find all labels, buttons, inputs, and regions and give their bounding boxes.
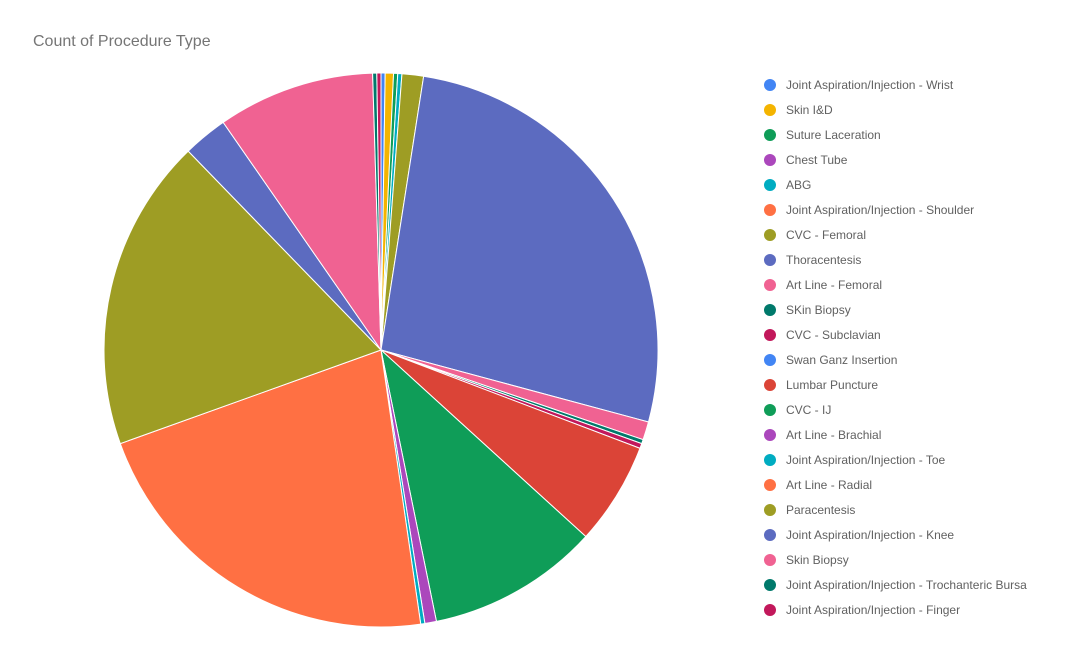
pie-slice[interactable] — [380, 348, 587, 622]
legend-swatch — [764, 228, 776, 241]
legend-item[interactable]: CVC - Subclavian — [764, 322, 1027, 347]
legend-label: Joint Aspiration/Injection - Trochanteri… — [786, 577, 1027, 592]
legend-swatch — [764, 503, 776, 516]
legend-item[interactable]: Joint Aspiration/Injection - Shoulder — [764, 197, 1027, 222]
pie-slice[interactable] — [222, 72, 382, 352]
legend-label: CVC - Subclavian — [786, 327, 881, 342]
legend-item[interactable]: Skin Biopsy — [764, 547, 1027, 572]
legend-label: Joint Aspiration/Injection - Shoulder — [786, 202, 975, 217]
legend-item[interactable]: CVC - IJ — [764, 397, 1027, 422]
pie-slice[interactable] — [103, 150, 382, 445]
pie-slice[interactable] — [376, 72, 382, 351]
legend-label: CVC - IJ — [786, 402, 832, 417]
legend-label: Lumbar Puncture — [786, 377, 879, 392]
legend-label: Paracentesis — [786, 502, 856, 517]
legend-label: Swan Ganz Insertion — [786, 352, 898, 367]
legend-swatch — [764, 203, 776, 216]
legend-swatch — [764, 428, 776, 441]
legend-swatch — [764, 403, 776, 416]
legend-item[interactable]: Joint Aspiration/Injection - Finger — [764, 597, 1027, 622]
legend-swatch — [764, 253, 776, 266]
legend-swatch — [764, 553, 776, 566]
legend-label: Art Line - Radial — [786, 477, 873, 492]
legend-item[interactable]: Art Line - Radial — [764, 472, 1027, 497]
legend-label: Joint Aspiration/Injection - Knee — [786, 527, 955, 542]
legend-label: Joint Aspiration/Injection - Toe — [786, 452, 946, 467]
legend-item[interactable]: ABG — [764, 172, 1027, 197]
legend-swatch — [764, 278, 776, 291]
legend-label: Thoracentesis — [786, 252, 862, 267]
legend-item[interactable]: Skin I&D — [764, 97, 1027, 122]
legend-label: Art Line - Brachial — [786, 427, 882, 442]
legend-item[interactable]: Joint Aspiration/Injection - Knee — [764, 522, 1027, 547]
legend-swatch — [764, 178, 776, 191]
legend-item[interactable]: Suture Laceration — [764, 122, 1027, 147]
legend-label: CVC - Femoral — [786, 227, 867, 242]
legend-swatch — [764, 478, 776, 491]
legend-item[interactable]: Swan Ganz Insertion — [764, 347, 1027, 372]
legend-label: ABG — [786, 177, 812, 192]
legend-swatch — [764, 328, 776, 341]
legend-swatch — [764, 528, 776, 541]
legend-swatch — [764, 303, 776, 316]
legend-label: Joint Aspiration/Injection - Wrist — [786, 77, 954, 92]
legend-label: Skin I&D — [786, 102, 833, 117]
legend-item[interactable]: Joint Aspiration/Injection - Wrist — [764, 72, 1027, 97]
legend-swatch — [764, 78, 776, 91]
legend-swatch — [764, 378, 776, 391]
pie-slice[interactable] — [119, 349, 422, 628]
legend-label: Chest Tube — [786, 152, 848, 167]
legend-label: Art Line - Femoral — [786, 277, 883, 292]
legend-item[interactable]: SKin Biopsy — [764, 297, 1027, 322]
legend-item[interactable]: Lumbar Puncture — [764, 372, 1027, 397]
legend: Joint Aspiration/Injection - Wrist Skin I… — [764, 72, 1027, 622]
legend-swatch — [764, 103, 776, 116]
legend-item[interactable]: Art Line - Femoral — [764, 272, 1027, 297]
legend-item[interactable]: Chest Tube — [764, 147, 1027, 172]
pie-chart — [103, 72, 659, 628]
legend-label: Skin Biopsy — [786, 552, 849, 567]
legend-swatch — [764, 353, 776, 366]
legend-swatch — [764, 578, 776, 591]
legend-item[interactable]: Art Line - Brachial — [764, 422, 1027, 447]
legend-item[interactable]: Paracentesis — [764, 497, 1027, 522]
legend-item[interactable]: Thoracentesis — [764, 247, 1027, 272]
legend-label: Joint Aspiration/Injection - Finger — [786, 602, 961, 617]
legend-swatch — [764, 603, 776, 616]
legend-swatch — [764, 153, 776, 166]
legend-item[interactable]: Joint Aspiration/Injection - Trochanteri… — [764, 572, 1027, 597]
pie-slice[interactable] — [380, 75, 659, 423]
legend-item[interactable]: Joint Aspiration/Injection - Toe — [764, 447, 1027, 472]
legend-swatch — [764, 453, 776, 466]
legend-label: Suture Laceration — [786, 127, 881, 142]
legend-swatch — [764, 128, 776, 141]
legend-item[interactable]: CVC - Femoral — [764, 222, 1027, 247]
legend-label: SKin Biopsy — [786, 302, 851, 317]
chart-title: Count of Procedure Type — [33, 33, 211, 50]
